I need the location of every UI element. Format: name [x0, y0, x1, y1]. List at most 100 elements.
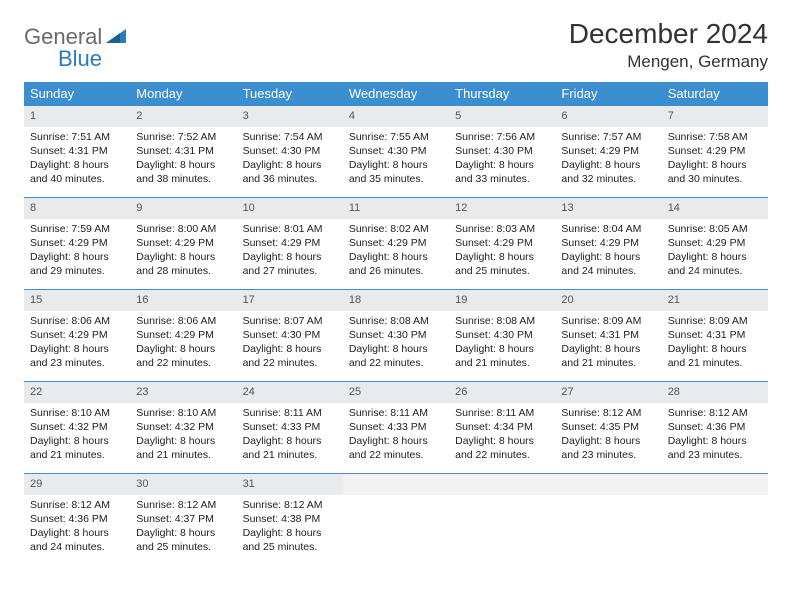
daylight-line: Daylight: 8 hours and 40 minutes.	[30, 158, 124, 186]
day-number: 9	[130, 198, 236, 219]
sunset-line: Sunset: 4:30 PM	[455, 144, 549, 158]
sunset-line: Sunset: 4:31 PM	[668, 328, 762, 342]
sunset-line: Sunset: 4:35 PM	[561, 420, 655, 434]
day-body: Sunrise: 7:54 AMSunset: 4:30 PMDaylight:…	[237, 127, 343, 193]
sunrise-line: Sunrise: 8:00 AM	[136, 222, 230, 236]
logo-triangle-icon	[106, 27, 126, 48]
logo-word-2: Blue	[58, 46, 102, 71]
day-body: Sunrise: 8:09 AMSunset: 4:31 PMDaylight:…	[555, 311, 661, 377]
day-number: 15	[24, 290, 130, 311]
calendar-day-cell: 11Sunrise: 8:02 AMSunset: 4:29 PMDayligh…	[343, 198, 449, 290]
daylight-line: Daylight: 8 hours and 25 minutes.	[136, 526, 230, 554]
calendar-day-cell: 31Sunrise: 8:12 AMSunset: 4:38 PMDayligh…	[237, 474, 343, 566]
day-number: 6	[555, 106, 661, 127]
sunrise-line: Sunrise: 8:12 AM	[561, 406, 655, 420]
calendar-day-cell: 15Sunrise: 8:06 AMSunset: 4:29 PMDayligh…	[24, 290, 130, 382]
calendar-day-cell: 12Sunrise: 8:03 AMSunset: 4:29 PMDayligh…	[449, 198, 555, 290]
daylight-line: Daylight: 8 hours and 22 minutes.	[455, 434, 549, 462]
calendar-day-cell: 23Sunrise: 8:10 AMSunset: 4:32 PMDayligh…	[130, 382, 236, 474]
sunrise-line: Sunrise: 8:09 AM	[561, 314, 655, 328]
calendar-day-cell: 24Sunrise: 8:11 AMSunset: 4:33 PMDayligh…	[237, 382, 343, 474]
sunrise-line: Sunrise: 8:11 AM	[349, 406, 443, 420]
daylight-line: Daylight: 8 hours and 28 minutes.	[136, 250, 230, 278]
day-number: 31	[237, 474, 343, 495]
calendar-day-cell: 17Sunrise: 8:07 AMSunset: 4:30 PMDayligh…	[237, 290, 343, 382]
day-number: 2	[130, 106, 236, 127]
sunrise-line: Sunrise: 8:11 AM	[455, 406, 549, 420]
day-body: Sunrise: 7:59 AMSunset: 4:29 PMDaylight:…	[24, 219, 130, 285]
weekday-header-row: Sunday Monday Tuesday Wednesday Thursday…	[24, 82, 768, 106]
sunrise-line: Sunrise: 8:12 AM	[30, 498, 124, 512]
sunset-line: Sunset: 4:30 PM	[243, 144, 337, 158]
daylight-line: Daylight: 8 hours and 24 minutes.	[30, 526, 124, 554]
day-number: 18	[343, 290, 449, 311]
weekday-header: Wednesday	[343, 82, 449, 106]
day-body: Sunrise: 7:57 AMSunset: 4:29 PMDaylight:…	[555, 127, 661, 193]
sunset-line: Sunset: 4:33 PM	[349, 420, 443, 434]
day-number: 7	[662, 106, 768, 127]
day-body: Sunrise: 8:09 AMSunset: 4:31 PMDaylight:…	[662, 311, 768, 377]
sunrise-line: Sunrise: 7:54 AM	[243, 130, 337, 144]
calendar-day-cell: 30Sunrise: 8:12 AMSunset: 4:37 PMDayligh…	[130, 474, 236, 566]
sunset-line: Sunset: 4:29 PM	[455, 236, 549, 250]
day-body: Sunrise: 8:00 AMSunset: 4:29 PMDaylight:…	[130, 219, 236, 285]
day-number-empty	[343, 474, 449, 495]
calendar-table: Sunday Monday Tuesday Wednesday Thursday…	[24, 82, 768, 566]
sunrise-line: Sunrise: 8:12 AM	[243, 498, 337, 512]
sunset-line: Sunset: 4:31 PM	[30, 144, 124, 158]
calendar-day-cell: 5Sunrise: 7:56 AMSunset: 4:30 PMDaylight…	[449, 106, 555, 198]
day-number: 10	[237, 198, 343, 219]
day-body: Sunrise: 8:12 AMSunset: 4:37 PMDaylight:…	[130, 495, 236, 561]
title-block: December 2024 Mengen, Germany	[569, 18, 768, 72]
sunset-line: Sunset: 4:29 PM	[30, 236, 124, 250]
weekday-header: Monday	[130, 82, 236, 106]
sunrise-line: Sunrise: 8:11 AM	[243, 406, 337, 420]
calendar-day-cell: 4Sunrise: 7:55 AMSunset: 4:30 PMDaylight…	[343, 106, 449, 198]
day-body: Sunrise: 8:11 AMSunset: 4:34 PMDaylight:…	[449, 403, 555, 469]
calendar-week-row: 29Sunrise: 8:12 AMSunset: 4:36 PMDayligh…	[24, 474, 768, 566]
day-body: Sunrise: 8:12 AMSunset: 4:36 PMDaylight:…	[662, 403, 768, 469]
day-number-empty	[555, 474, 661, 495]
calendar-day-cell: 9Sunrise: 8:00 AMSunset: 4:29 PMDaylight…	[130, 198, 236, 290]
day-body: Sunrise: 7:51 AMSunset: 4:31 PMDaylight:…	[24, 127, 130, 193]
daylight-line: Daylight: 8 hours and 30 minutes.	[668, 158, 762, 186]
calendar-day-cell: 26Sunrise: 8:11 AMSunset: 4:34 PMDayligh…	[449, 382, 555, 474]
sunrise-line: Sunrise: 8:09 AM	[668, 314, 762, 328]
sunrise-line: Sunrise: 8:12 AM	[136, 498, 230, 512]
sunset-line: Sunset: 4:30 PM	[243, 328, 337, 342]
day-body: Sunrise: 8:03 AMSunset: 4:29 PMDaylight:…	[449, 219, 555, 285]
weekday-header: Friday	[555, 82, 661, 106]
daylight-line: Daylight: 8 hours and 35 minutes.	[349, 158, 443, 186]
sunrise-line: Sunrise: 8:01 AM	[243, 222, 337, 236]
day-number: 25	[343, 382, 449, 403]
daylight-line: Daylight: 8 hours and 36 minutes.	[243, 158, 337, 186]
sunrise-line: Sunrise: 7:57 AM	[561, 130, 655, 144]
day-body: Sunrise: 8:01 AMSunset: 4:29 PMDaylight:…	[237, 219, 343, 285]
day-number: 16	[130, 290, 236, 311]
calendar-week-row: 15Sunrise: 8:06 AMSunset: 4:29 PMDayligh…	[24, 290, 768, 382]
sunrise-line: Sunrise: 8:02 AM	[349, 222, 443, 236]
calendar-day-cell: 18Sunrise: 8:08 AMSunset: 4:30 PMDayligh…	[343, 290, 449, 382]
weekday-header: Saturday	[662, 82, 768, 106]
day-number: 11	[343, 198, 449, 219]
day-body: Sunrise: 8:10 AMSunset: 4:32 PMDaylight:…	[24, 403, 130, 469]
sunrise-line: Sunrise: 8:06 AM	[136, 314, 230, 328]
calendar-day-cell: 13Sunrise: 8:04 AMSunset: 4:29 PMDayligh…	[555, 198, 661, 290]
calendar-day-cell: 7Sunrise: 7:58 AMSunset: 4:29 PMDaylight…	[662, 106, 768, 198]
sunrise-line: Sunrise: 8:05 AM	[668, 222, 762, 236]
day-body: Sunrise: 8:11 AMSunset: 4:33 PMDaylight:…	[237, 403, 343, 469]
sunrise-line: Sunrise: 8:03 AM	[455, 222, 549, 236]
sunset-line: Sunset: 4:37 PM	[136, 512, 230, 526]
day-body: Sunrise: 8:04 AMSunset: 4:29 PMDaylight:…	[555, 219, 661, 285]
sunset-line: Sunset: 4:29 PM	[561, 144, 655, 158]
sunset-line: Sunset: 4:31 PM	[136, 144, 230, 158]
sunset-line: Sunset: 4:30 PM	[455, 328, 549, 342]
day-number: 26	[449, 382, 555, 403]
day-body: Sunrise: 7:56 AMSunset: 4:30 PMDaylight:…	[449, 127, 555, 193]
calendar-day-cell: 29Sunrise: 8:12 AMSunset: 4:36 PMDayligh…	[24, 474, 130, 566]
daylight-line: Daylight: 8 hours and 21 minutes.	[455, 342, 549, 370]
day-body: Sunrise: 8:11 AMSunset: 4:33 PMDaylight:…	[343, 403, 449, 469]
day-body: Sunrise: 8:12 AMSunset: 4:35 PMDaylight:…	[555, 403, 661, 469]
weekday-header: Thursday	[449, 82, 555, 106]
sunset-line: Sunset: 4:38 PM	[243, 512, 337, 526]
